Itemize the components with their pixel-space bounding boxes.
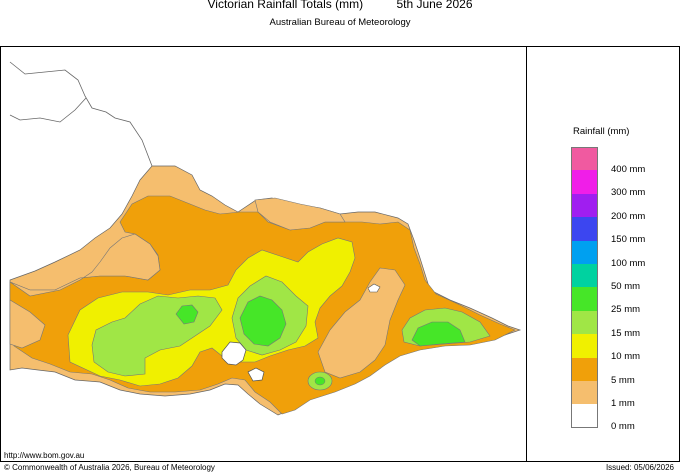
- legend-item: 0 mm: [571, 404, 671, 432]
- legend-label: 150 mm: [611, 234, 646, 246]
- map-subtitle: Australian Bureau of Meteorology: [269, 17, 411, 28]
- legend-swatch: [571, 310, 598, 335]
- legend-swatch: [571, 357, 598, 381]
- legend-item: 1 mm: [571, 380, 671, 409]
- rainfall-map: [9, 61, 522, 416]
- map-region-1mm-alps: [317, 267, 406, 379]
- map-title: Victorian Rainfall Totals (mm) 5th June …: [0, 0, 680, 11]
- legend-item: 10 mm: [571, 334, 671, 362]
- map-region-25mm-east: [411, 321, 466, 347]
- legend-label: 50 mm: [611, 280, 641, 292]
- coast-outline-west: [9, 97, 87, 123]
- legend-label: 100 mm: [611, 257, 646, 269]
- legend-label: 0 mm: [611, 421, 635, 433]
- source-url[interactable]: http://www.bom.gov.au: [4, 451, 85, 460]
- legend-item: 50 mm: [571, 263, 671, 292]
- legend-item: 15 mm: [571, 310, 671, 339]
- legend-swatch: [571, 287, 598, 311]
- legend-label: 25 mm: [611, 304, 641, 316]
- legend-swatch: [571, 217, 598, 241]
- legend-title: Rainfall (mm): [573, 126, 630, 137]
- legend-label: 300 mm: [611, 187, 646, 199]
- title-date: 5th June 2026: [396, 0, 473, 11]
- map-region-1mm-north-east: [254, 197, 346, 231]
- legend-swatch: [571, 334, 598, 358]
- port-phillip-bay: [221, 341, 247, 366]
- title-text: Victorian Rainfall Totals (mm): [207, 0, 364, 11]
- legend-swatch: [571, 170, 598, 194]
- legend-swatch: [571, 404, 598, 428]
- legend-label: 15 mm: [611, 327, 641, 339]
- legend-item: 100 mm: [571, 240, 671, 269]
- legend-item: 5 mm: [571, 357, 671, 386]
- lake-spot: [367, 283, 381, 293]
- legend-label: 400 mm: [611, 164, 646, 175]
- map-region-25mm-west: [175, 304, 199, 325]
- legend-swatch: [571, 240, 598, 264]
- legend-swatch: [571, 263, 598, 288]
- issued-date: Issued: 05/06/2026: [605, 463, 674, 472]
- legend-swatch: [571, 147, 598, 171]
- legend-label: 5 mm: [611, 374, 635, 386]
- map-region-25mm-south: [314, 376, 326, 386]
- map-region-25mm-central: [239, 295, 287, 347]
- legend-label: 1 mm: [611, 397, 635, 409]
- legend-item: 300 mm: [571, 170, 671, 198]
- legend: 400 mm 300 mm 200 mm 150 mm 100 mm 50 mm 25 mm…: [571, 147, 671, 432]
- legend-label: 200 mm: [611, 210, 646, 222]
- legend-swatch: [571, 380, 598, 405]
- legend-item: 150 mm: [571, 217, 671, 245]
- legend-item: 25 mm: [571, 287, 671, 315]
- map-region-1mm-north: [9, 233, 161, 297]
- nsw-border: [9, 61, 153, 167]
- legend-item: 200 mm: [571, 193, 671, 222]
- legend-item: 400 mm: [571, 147, 671, 175]
- legend-panel: [527, 46, 680, 462]
- legend-label: 10 mm: [611, 351, 641, 363]
- map-region-1mm-west: [9, 299, 46, 349]
- western-port-bay: [247, 367, 265, 382]
- copyright-text: © Commonwealth of Australia 2026, Bureau…: [4, 463, 215, 472]
- legend-swatch: [571, 193, 598, 218]
